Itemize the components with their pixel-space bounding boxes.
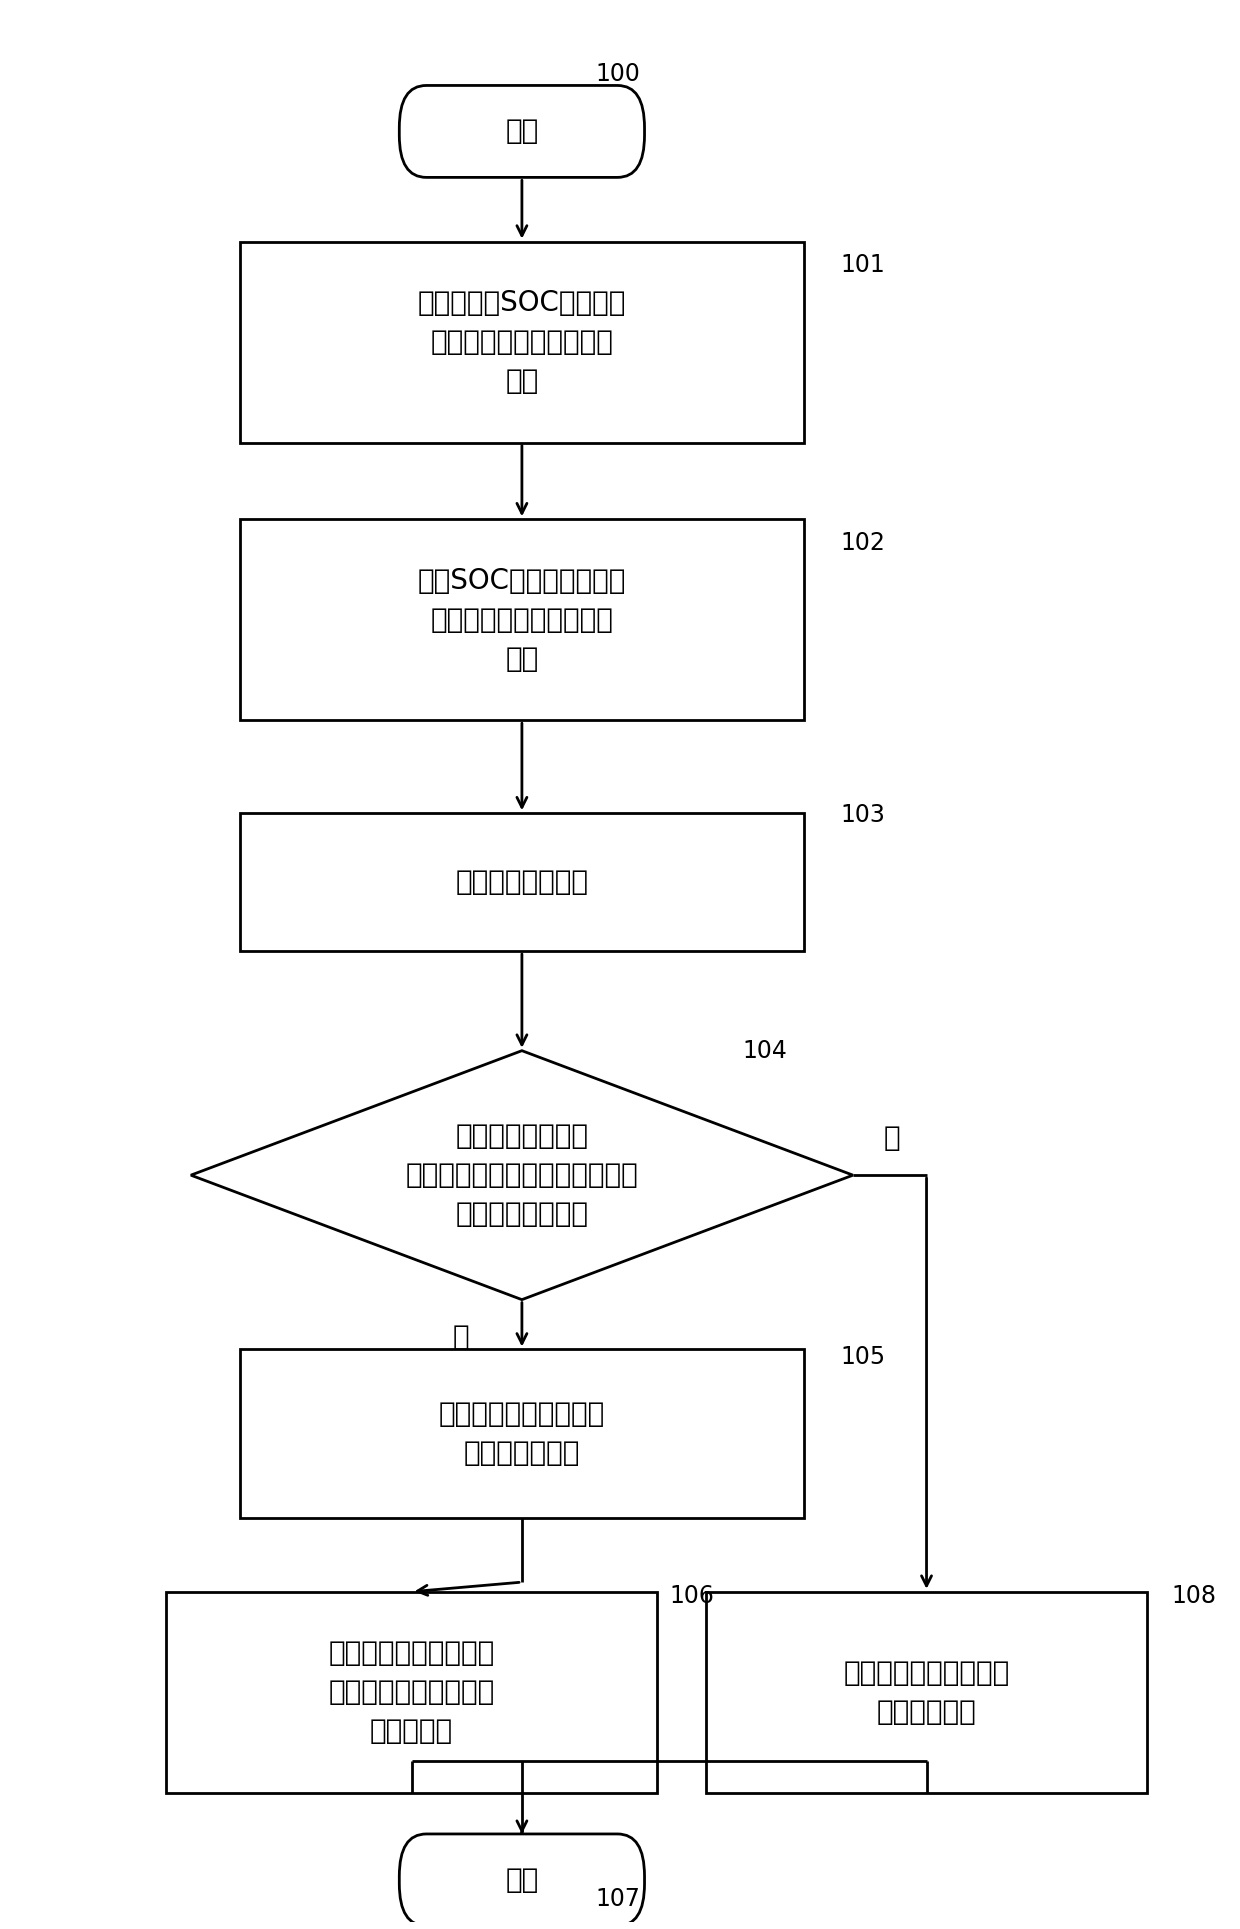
Text: 结束: 结束 <box>505 1865 538 1894</box>
Text: 根据单体最低电唸
以及单体最低温度，检测是否满
足单体限功率条件: 根据单体最低电唸 以及单体最低温度，检测是否满 足单体限功率条件 <box>405 1123 639 1229</box>
Text: 否: 否 <box>884 1125 900 1152</box>
Text: 106: 106 <box>670 1584 714 1609</box>
Polygon shape <box>191 1051 853 1300</box>
Text: 103: 103 <box>841 802 885 828</box>
Text: 100: 100 <box>595 62 640 87</box>
Bar <box>239 1350 804 1518</box>
Bar <box>239 241 804 442</box>
Bar <box>239 519 804 720</box>
Text: 根据单体最低电唸的变
化得到第二功率: 根据单体最低电唸的变 化得到第二功率 <box>439 1400 605 1468</box>
Text: 101: 101 <box>841 253 885 278</box>
Bar <box>706 1591 1147 1792</box>
Text: 获取电池的SOC、电池总
电唸以及电池中单体最低
温度: 获取电池的SOC、电池总 电唸以及电池中单体最低 温度 <box>418 289 626 395</box>
FancyBboxPatch shape <box>399 1834 645 1925</box>
Text: 104: 104 <box>743 1038 787 1063</box>
Text: 105: 105 <box>841 1345 885 1370</box>
Text: 108: 108 <box>1172 1584 1216 1609</box>
Text: 以第一功率作为控制电
机输出的功率: 以第一功率作为控制电 机输出的功率 <box>843 1659 1009 1726</box>
Bar <box>166 1591 657 1792</box>
Text: 102: 102 <box>841 530 885 556</box>
Text: 以第一功率与第二功率
中最小者作为控制电机
输出的功率: 以第一功率与第二功率 中最小者作为控制电机 输出的功率 <box>329 1640 495 1746</box>
FancyBboxPatch shape <box>399 85 645 177</box>
Text: 根据SOC、电池总电唸以
及单体最低温度得到第一
功率: 根据SOC、电池总电唸以 及单体最低温度得到第一 功率 <box>418 567 626 673</box>
Bar <box>239 814 804 951</box>
Text: 107: 107 <box>595 1887 640 1912</box>
Text: 是: 是 <box>453 1323 469 1350</box>
Text: 开始: 开始 <box>505 118 538 145</box>
Text: 获取单体最低电唸: 获取单体最低电唸 <box>455 868 589 897</box>
